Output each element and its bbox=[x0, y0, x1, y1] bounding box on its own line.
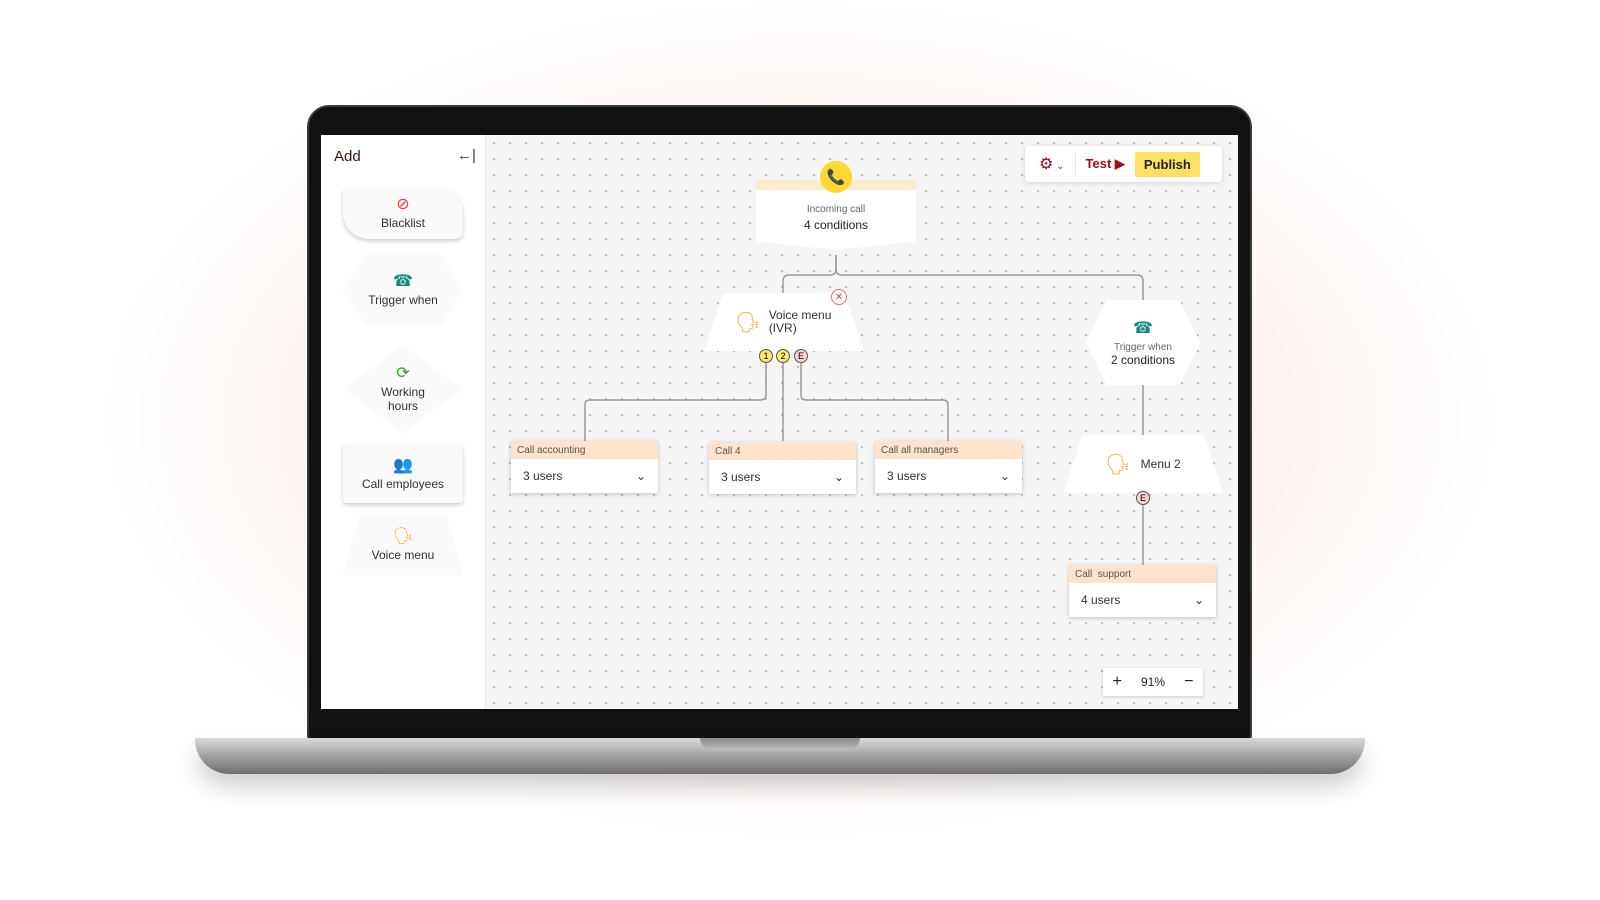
output-badge[interactable]: E bbox=[1136, 491, 1150, 505]
voice-person-icon: 🗣 bbox=[1105, 453, 1131, 476]
collapse-sidebar-icon[interactable]: ←| bbox=[457, 147, 476, 164]
delete-node-icon[interactable]: ✕ bbox=[831, 289, 847, 305]
toolbar: ⚙ ⌄ Test ▶ Publish bbox=[1025, 146, 1222, 182]
call-card[interactable]: Call support 4 users ⌄ bbox=[1069, 565, 1216, 617]
node-title: Menu 2 bbox=[1140, 457, 1181, 471]
publish-button[interactable]: Publish bbox=[1134, 151, 1200, 177]
voice-person-icon: 🗣 bbox=[735, 311, 761, 334]
call-card[interactable]: Call 4 3 users ⌄ bbox=[709, 442, 856, 494]
node-title: Trigger when bbox=[1114, 342, 1172, 353]
palette-trigger-when[interactable]: ☎ Trigger when bbox=[343, 255, 463, 325]
connector bbox=[835, 255, 1144, 300]
divider bbox=[1074, 153, 1076, 175]
laptop-notch bbox=[700, 738, 860, 750]
connector bbox=[782, 255, 837, 293]
phone-keypad-icon: ☎ bbox=[1133, 320, 1153, 337]
card-header: Call 4 bbox=[709, 442, 856, 460]
chevron-down-icon: ⌄ bbox=[635, 469, 646, 483]
card-header: Call support bbox=[1069, 565, 1216, 583]
call-card[interactable]: Call all managers 3 users ⌄ bbox=[875, 441, 1022, 493]
node-title: Incoming call bbox=[806, 204, 866, 215]
clock-icon: ⟳ bbox=[396, 365, 410, 382]
palette-working-hours[interactable]: ⟳ Working hours bbox=[343, 345, 463, 433]
app-screen: Add ←| ⊘ Blacklist ☎ Trigger when ⟳ Working… bbox=[321, 135, 1238, 709]
palette-label: Working hours bbox=[381, 385, 425, 413]
node-subtitle: 2 conditions bbox=[1110, 353, 1176, 367]
zoom-out-button[interactable]: − bbox=[1184, 673, 1194, 690]
sidebar: Add ←| ⊘ Blacklist ☎ Trigger when ⟳ Working… bbox=[321, 135, 486, 709]
chevron-down-icon: ⌄ bbox=[1193, 593, 1204, 607]
zoom-level: 91% bbox=[1140, 675, 1166, 689]
users-dropdown[interactable]: 3 users ⌄ bbox=[709, 460, 856, 494]
zoom-in-button[interactable]: + bbox=[1112, 673, 1122, 690]
zoom-control: + 91% − bbox=[1103, 668, 1203, 696]
gear-icon[interactable]: ⚙ ⌄ bbox=[1039, 156, 1065, 173]
output-badge[interactable]: 1 bbox=[759, 349, 773, 363]
phone-keypad-icon: ☎ bbox=[393, 273, 413, 290]
dropdown-value: 3 users bbox=[887, 469, 927, 483]
users-dropdown[interactable]: 3 users ⌄ bbox=[511, 459, 658, 493]
chevron-down-icon: ⌄ bbox=[833, 470, 844, 484]
connectors bbox=[584, 255, 1144, 565]
palette-label: Call employees bbox=[361, 477, 445, 491]
users-dropdown[interactable]: 4 users ⌄ bbox=[1069, 583, 1216, 617]
connector bbox=[584, 363, 767, 441]
connector bbox=[800, 363, 949, 441]
trigger-when-node[interactable]: ☎ Trigger when 2 conditions bbox=[1086, 300, 1200, 385]
people-icon: 👥 bbox=[393, 457, 413, 474]
dropdown-value: 4 users bbox=[1081, 593, 1121, 607]
test-button[interactable]: Test ▶ bbox=[1085, 156, 1125, 171]
voice-person-icon: 🗣 bbox=[392, 528, 414, 545]
palette-label: Blacklist bbox=[380, 216, 425, 230]
users-dropdown[interactable]: 3 users ⌄ bbox=[875, 459, 1022, 493]
palette-blacklist[interactable]: ⊘ Blacklist bbox=[343, 187, 463, 239]
node-title: Voice menu (IVR) bbox=[768, 308, 832, 335]
card-header: Call all managers bbox=[875, 441, 1022, 459]
sidebar-title: Add bbox=[334, 148, 361, 165]
call-card[interactable]: Call accounting 3 users ⌄ bbox=[511, 441, 658, 493]
palette-label: Voice menu bbox=[371, 548, 435, 562]
menu-2-node[interactable]: 🗣 Menu 2 bbox=[1063, 435, 1223, 493]
flow-canvas[interactable]: Incoming call 4 conditions 📞 🗣 Voice men… bbox=[486, 135, 1238, 709]
chevron-down-icon: ⌄ bbox=[999, 469, 1010, 483]
palette-label: Trigger when bbox=[368, 293, 438, 307]
dropdown-value: 3 users bbox=[721, 470, 761, 484]
phone-icon: 📞 bbox=[820, 161, 852, 193]
output-badge[interactable]: E bbox=[794, 349, 808, 363]
node-subtitle: 4 conditions bbox=[803, 218, 869, 232]
blocked-icon: ⊘ bbox=[396, 196, 410, 213]
output-badge[interactable]: 2 bbox=[776, 349, 790, 363]
card-header: Call accounting bbox=[511, 441, 658, 459]
palette-call-employees[interactable]: 👥 Call employees bbox=[343, 445, 463, 503]
palette-voice-menu[interactable]: 🗣 Voice menu bbox=[343, 515, 463, 575]
dropdown-value: 3 users bbox=[523, 469, 563, 483]
